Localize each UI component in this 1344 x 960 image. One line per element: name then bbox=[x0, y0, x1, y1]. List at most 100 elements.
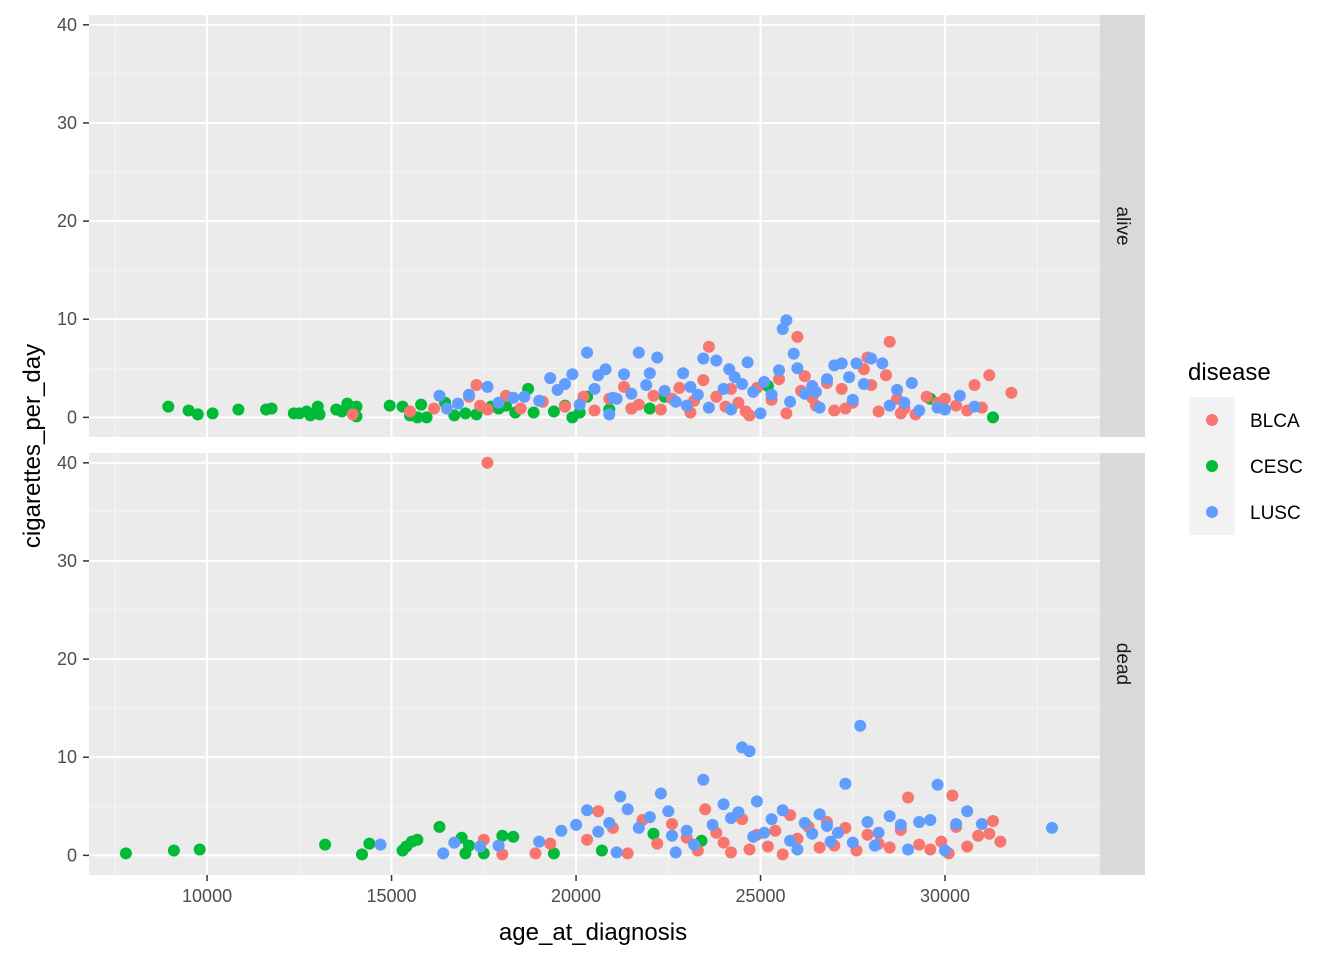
x-axis: 10000 15000 20000 25000 30000 bbox=[182, 875, 970, 906]
data-point bbox=[773, 373, 785, 386]
data-point bbox=[983, 369, 996, 382]
data-point bbox=[913, 838, 926, 851]
data-point bbox=[428, 402, 440, 415]
data-point bbox=[883, 841, 896, 854]
data-point bbox=[854, 719, 867, 732]
data-point bbox=[691, 388, 704, 401]
chart-panels: 0 10 20 30 40 alive 0 10 20 30 40 dead bbox=[57, 15, 1145, 875]
data-point bbox=[404, 405, 416, 418]
data-point bbox=[374, 838, 387, 851]
data-point bbox=[968, 379, 981, 391]
data-point bbox=[832, 826, 844, 839]
data-point bbox=[754, 407, 767, 420]
data-point bbox=[618, 368, 630, 381]
data-point bbox=[806, 827, 819, 840]
data-point bbox=[846, 836, 859, 849]
facet-strip-label: alive bbox=[1112, 206, 1133, 245]
data-point bbox=[761, 840, 774, 853]
series-LUSC bbox=[374, 719, 1058, 860]
data-point bbox=[702, 340, 715, 353]
data-point bbox=[828, 404, 841, 417]
data-point bbox=[573, 398, 586, 411]
data-point bbox=[544, 372, 557, 385]
y-tick-label: 0 bbox=[67, 845, 77, 865]
panel-alive: 0 10 20 30 40 alive bbox=[57, 15, 1145, 437]
data-point bbox=[581, 804, 594, 817]
data-point bbox=[507, 391, 520, 404]
data-point bbox=[791, 330, 804, 343]
data-point bbox=[669, 846, 682, 859]
data-point bbox=[813, 401, 826, 414]
data-point bbox=[865, 352, 878, 365]
data-point bbox=[162, 400, 175, 413]
data-point bbox=[987, 815, 999, 827]
data-point bbox=[592, 825, 605, 838]
data-point bbox=[448, 836, 461, 849]
data-point bbox=[673, 381, 686, 394]
data-point bbox=[994, 835, 1007, 848]
data-point bbox=[835, 382, 848, 395]
data-point bbox=[902, 791, 915, 804]
data-point bbox=[975, 818, 988, 830]
data-point bbox=[987, 411, 999, 424]
data-point bbox=[780, 314, 793, 327]
data-point bbox=[570, 818, 583, 831]
data-point bbox=[743, 409, 756, 422]
data-point bbox=[599, 363, 612, 376]
y-tick-label: 30 bbox=[57, 113, 77, 133]
legend-label-BLCA: BLCA bbox=[1250, 411, 1300, 432]
legend-title: disease bbox=[1188, 359, 1271, 386]
data-point bbox=[193, 843, 206, 856]
data-point bbox=[876, 357, 889, 370]
data-point bbox=[758, 826, 771, 839]
data-point bbox=[846, 393, 859, 406]
data-point bbox=[581, 833, 594, 846]
data-point bbox=[265, 402, 278, 415]
data-point bbox=[463, 388, 475, 401]
data-point bbox=[798, 387, 811, 400]
panel-background bbox=[89, 15, 1100, 437]
data-point bbox=[931, 778, 944, 791]
data-point bbox=[939, 844, 951, 857]
data-point bbox=[514, 402, 527, 415]
data-point bbox=[662, 805, 675, 818]
legend: disease BLCA CESC LUSC bbox=[1188, 359, 1303, 535]
data-point bbox=[1046, 821, 1058, 834]
data-point bbox=[621, 803, 634, 816]
data-point bbox=[647, 827, 660, 840]
data-point bbox=[433, 389, 446, 402]
data-point bbox=[868, 839, 881, 852]
data-point bbox=[206, 407, 219, 420]
facet-strip bbox=[1100, 15, 1145, 437]
data-point bbox=[697, 352, 710, 365]
data-point bbox=[383, 399, 396, 412]
data-point bbox=[640, 379, 653, 391]
data-point bbox=[861, 816, 874, 828]
data-point bbox=[677, 367, 690, 380]
data-point bbox=[894, 818, 907, 831]
data-point bbox=[835, 357, 848, 370]
data-point bbox=[654, 787, 667, 800]
data-point bbox=[710, 354, 723, 367]
data-point bbox=[839, 777, 852, 790]
data-point bbox=[555, 824, 568, 837]
data-point bbox=[872, 405, 885, 418]
legend-label-CESC: CESC bbox=[1250, 457, 1303, 478]
data-point bbox=[1005, 386, 1018, 399]
data-point bbox=[747, 830, 760, 843]
data-point bbox=[939, 392, 951, 405]
data-point bbox=[492, 839, 505, 852]
data-point bbox=[651, 837, 664, 850]
data-point bbox=[452, 397, 464, 410]
data-point bbox=[346, 408, 359, 421]
data-point bbox=[813, 808, 826, 821]
data-point bbox=[481, 456, 494, 469]
data-point bbox=[632, 398, 645, 411]
data-point bbox=[946, 789, 959, 802]
data-point bbox=[717, 382, 730, 395]
data-point bbox=[581, 346, 594, 359]
data-point bbox=[470, 379, 483, 391]
data-point bbox=[559, 400, 571, 413]
data-point bbox=[773, 364, 785, 377]
